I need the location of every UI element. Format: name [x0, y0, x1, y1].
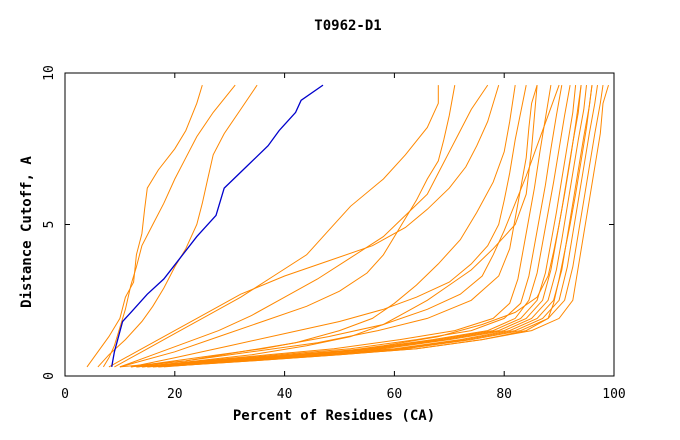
series-line-8 — [130, 85, 527, 368]
x-tick-label: 0 — [61, 387, 69, 402]
x-tick-label: 20 — [167, 387, 183, 402]
series-line-21 — [158, 85, 593, 368]
series-line-12 — [136, 85, 563, 368]
series-line-15 — [141, 85, 582, 368]
x-tick-label: 100 — [602, 387, 625, 402]
x-tick-label: 60 — [387, 387, 403, 402]
series-line-1 — [86, 84, 203, 368]
highlighted-series-line — [111, 84, 324, 368]
series-line-5 — [119, 84, 489, 368]
series-line-13 — [136, 85, 571, 368]
series-line-24 — [163, 85, 582, 368]
series-line-19 — [152, 85, 604, 368]
x-tick-label: 80 — [496, 387, 512, 402]
x-tick-label: 40 — [277, 387, 293, 402]
series-line-2 — [102, 84, 236, 368]
y-tick-label: 0 — [42, 372, 57, 380]
series-line-16 — [147, 85, 587, 368]
series-line-10 — [141, 85, 538, 368]
y-tick-label: 5 — [42, 221, 57, 229]
y-tick-label: 10 — [42, 65, 57, 81]
axes-layer: 0 20 40 60 80 100 0 5 10 — [42, 65, 626, 402]
series-line-23 — [130, 84, 560, 368]
series-line-7 — [108, 84, 500, 368]
series-layer — [86, 84, 609, 368]
series-line-3 — [97, 84, 258, 368]
chart-title: T0962-D1 — [314, 18, 381, 34]
series-line-6 — [119, 85, 456, 368]
y-axis-title: Distance Cutoff, A — [19, 156, 35, 308]
series-line-22 — [119, 84, 538, 368]
x-axis-title: Percent of Residues (CA) — [233, 408, 435, 424]
series-line-17 — [147, 85, 593, 368]
series-line-18 — [152, 85, 598, 368]
series-line-4 — [114, 85, 439, 368]
series-line-11 — [136, 85, 552, 368]
